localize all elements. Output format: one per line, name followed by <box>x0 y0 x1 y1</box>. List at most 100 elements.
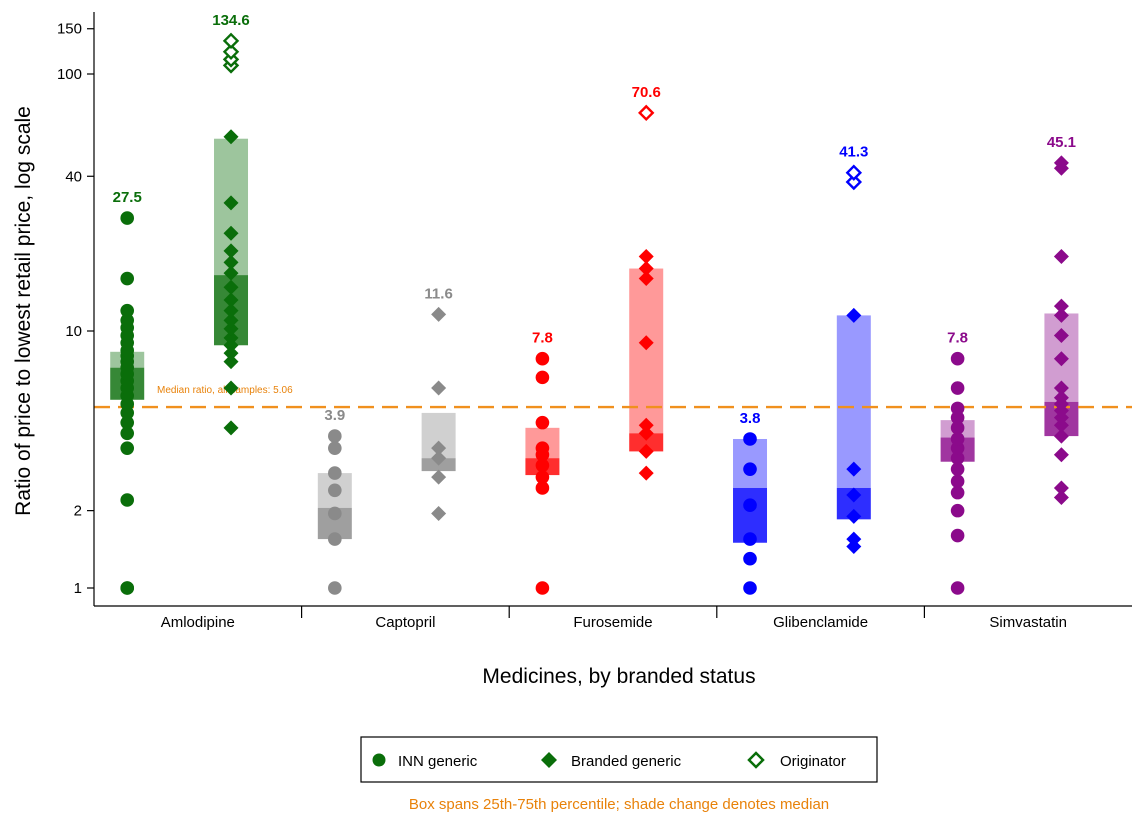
simvastatin-branded-point <box>1053 480 1069 496</box>
chart-note: Box spans 25th-75th percentile; shade ch… <box>409 796 829 813</box>
furosemide-inn-point <box>535 415 550 430</box>
amlodipine-branded-point <box>223 265 239 281</box>
simvastatin-branded-point <box>1053 155 1069 171</box>
simvastatin-inn-point <box>950 432 965 446</box>
y-tick-label: 2 <box>74 503 82 520</box>
simvastatin-branded-point <box>1053 417 1069 433</box>
furosemide-branded-point <box>638 261 654 277</box>
simvastatin-branded-point <box>1053 307 1069 323</box>
captopril-inn-point <box>328 441 342 455</box>
y-tick-label: 40 <box>65 168 82 185</box>
category-label-captopril: Captopril <box>375 614 435 631</box>
category-label-furosemide: Furosemide <box>573 614 652 631</box>
simvastatin-branded-point <box>1053 298 1069 314</box>
simvastatin-inn-point <box>950 503 965 518</box>
simvastatin-branded-point <box>1053 328 1069 344</box>
amlodipine-inn-point <box>120 493 135 507</box>
amlodipine-inn-point <box>120 441 135 455</box>
legend: INN generic Branded generic Originator <box>360 736 878 783</box>
y-axis-title: Ratio of price to lowest retail price, l… <box>12 106 35 516</box>
simvastatin-branded-point <box>1053 390 1069 406</box>
simvastatin-inn-point <box>950 528 965 543</box>
simvastatin-inn-point <box>950 462 965 476</box>
furosemide-branded-point <box>638 335 654 351</box>
category-label-glibenclamide: Glibenclamide <box>773 614 868 631</box>
amlodipine-branded-point <box>223 321 239 337</box>
amlodipine-branded-max-label: 134.6 <box>212 12 250 29</box>
amlodipine-inn-point <box>120 271 135 286</box>
captopril-branded-point <box>431 450 447 466</box>
simvastatin-inn-max-label: 7.8 <box>947 330 968 347</box>
category-label-amlodipine: Amlodipine <box>161 614 235 631</box>
amlodipine-branded-point <box>223 195 239 211</box>
category-label-simvastatin: Simvastatin <box>989 614 1067 631</box>
simvastatin-branded-point <box>1053 428 1069 444</box>
y-tick-label: 150 <box>57 21 82 38</box>
amlodipine-inn-point <box>120 303 135 318</box>
simvastatin-branded-point <box>1053 380 1069 396</box>
furosemide-branded-point <box>638 443 654 459</box>
furosemide-inn-point <box>535 441 550 455</box>
glibenclamide-inn-point <box>743 532 757 546</box>
y-tick-label: 10 <box>65 323 82 340</box>
amlodipine-branded-point <box>223 330 239 346</box>
amlodipine-branded-point <box>223 254 239 270</box>
furosemide-inn-point <box>535 351 550 366</box>
glibenclamide-branded-upper-box <box>836 315 871 488</box>
simvastatin-inn-point <box>950 485 965 500</box>
furosemide-branded-point <box>638 248 654 264</box>
amlodipine-branded-point <box>223 225 239 241</box>
furosemide-inn-point <box>535 458 550 473</box>
furosemide-inn-max-label: 7.8 <box>532 330 553 347</box>
simvastatin-branded-max-label: 45.1 <box>1047 134 1076 151</box>
amlodipine-inn-max-label: 27.5 <box>113 189 142 206</box>
captopril-inn-point <box>328 532 342 546</box>
y-tick-label: 1 <box>74 580 82 597</box>
furosemide-branded-lower-box <box>629 433 664 452</box>
simvastatin-branded-point <box>1053 351 1069 367</box>
reference-line-layer: Median ratio, all samples: 5.06 <box>94 385 1132 409</box>
amlodipine-branded-point <box>223 354 239 370</box>
furosemide-branded-point <box>638 417 654 433</box>
glibenclamide-inn-point <box>743 551 757 566</box>
captopril-inn-point <box>328 429 342 443</box>
furosemide-inn-point <box>535 470 550 484</box>
points-layer <box>120 32 1069 595</box>
glibenclamide-branded-point <box>846 307 862 323</box>
simvastatin-inn-point <box>950 351 965 366</box>
y-tick-label: 100 <box>57 66 82 83</box>
y-ticks: 1 2 10 40 100 150 <box>57 21 94 597</box>
amlodipine-originator-point <box>222 43 240 61</box>
captopril-branded-point <box>431 469 447 485</box>
amlodipine-inn-point <box>120 211 135 225</box>
captopril-branded-max-label: 11.6 <box>424 285 452 302</box>
glibenclamide-inn-point <box>743 432 757 446</box>
simvastatin-branded-point <box>1053 489 1069 505</box>
simvastatin-inn-point <box>950 401 965 416</box>
simvastatin-inn-point <box>950 410 965 425</box>
amlodipine-branded-point <box>223 303 239 319</box>
furosemide-branded-point <box>638 271 654 287</box>
amlodipine-branded-point <box>223 380 239 396</box>
legend-branded-label: Branded generic <box>571 753 682 770</box>
amlodipine-branded-point <box>223 129 239 145</box>
captopril-inn-point <box>328 466 342 480</box>
amlodipine-inn-point <box>120 426 135 441</box>
amlodipine-branded-point <box>223 279 239 295</box>
glibenclamide-originator-point <box>845 173 863 191</box>
glibenclamide-originator-point <box>845 164 863 181</box>
captopril-inn-max-label: 3.9 <box>324 407 345 424</box>
simvastatin-branded-point <box>1053 447 1069 463</box>
captopril-inn-point <box>328 483 342 498</box>
amlodipine-branded-point <box>223 420 239 436</box>
amlodipine-originator-point <box>222 32 240 50</box>
captopril-inn-point <box>328 581 342 595</box>
simvastatin-inn-point <box>950 451 965 465</box>
simvastatin-inn-point <box>950 381 965 395</box>
legend-inn-marker <box>372 753 386 767</box>
glibenclamide-inn-point <box>743 462 757 476</box>
legend-inn-label: INN generic <box>398 753 478 770</box>
x-ticks <box>301 606 926 618</box>
median-reference-label: Median ratio, all samples: 5.06 <box>157 385 293 396</box>
